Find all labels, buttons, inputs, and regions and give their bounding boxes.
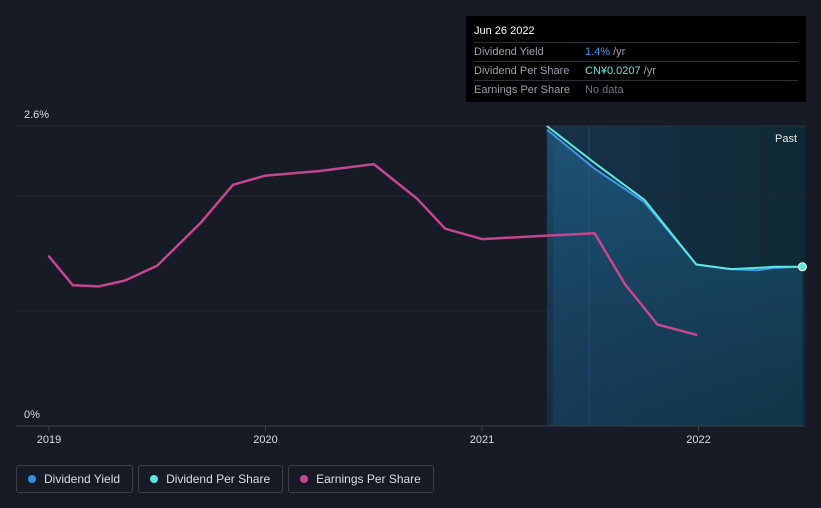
- y-tick-bottom: 0%: [24, 409, 40, 421]
- x-tick-label: 2022: [686, 434, 710, 446]
- legend-dot-icon: [150, 475, 159, 483]
- tooltip: Jun 26 2022 Dividend Yield 1.4% /yr Divi…: [466, 16, 806, 102]
- y-tick-top: 2.6%: [24, 109, 49, 121]
- tooltip-row-dividend-yield: Dividend Yield 1.4% /yr: [474, 43, 798, 62]
- tooltip-unit: /yr: [613, 46, 626, 58]
- tooltip-row-earnings-per-share: Earnings Per Share No data: [474, 81, 798, 99]
- x-tick-label: 2019: [37, 434, 61, 446]
- tooltip-date: Jun 26 2022: [474, 24, 798, 43]
- dividend-per-share-line: [546, 125, 803, 271]
- legend-dividend-per-share[interactable]: Dividend Per Share: [138, 465, 284, 493]
- tooltip-label: Dividend Yield: [474, 46, 544, 58]
- legend: Dividend Yield Dividend Per Share Earnin…: [16, 465, 434, 493]
- tooltip-label: Dividend Per Share: [474, 65, 570, 77]
- x-tick-label: 2020: [253, 434, 277, 446]
- tooltip-value: No data: [585, 84, 624, 96]
- legend-label: Dividend Yield: [44, 472, 121, 486]
- legend-earnings-per-share[interactable]: Earnings Per Share: [288, 465, 434, 493]
- tooltip-value: 1.4%: [585, 46, 611, 58]
- tooltip-row-dividend-per-share: Dividend Per Share CN¥0.0207 /yr: [474, 62, 798, 81]
- current-value-marker: [797, 262, 807, 272]
- legend-dot-icon: [300, 475, 309, 483]
- legend-dot-icon: [28, 475, 36, 483]
- dividend-yield-area: [546, 129, 803, 426]
- tooltip-label: Earnings Per Share: [474, 84, 570, 96]
- earnings-per-share-line: [47, 162, 698, 337]
- tooltip-unit: /yr: [643, 65, 656, 77]
- legend-label: Earnings Per Share: [316, 472, 421, 486]
- past-label: Past: [775, 133, 797, 145]
- legend-dividend-yield[interactable]: Dividend Yield: [16, 465, 134, 493]
- legend-label: Dividend Per Share: [166, 472, 271, 486]
- tooltip-value: CN¥0.0207: [585, 65, 641, 77]
- chart-area: 2.6% 0% Past 2019 2020 2021 2022: [16, 109, 807, 446]
- x-tick-label: 2021: [470, 434, 494, 446]
